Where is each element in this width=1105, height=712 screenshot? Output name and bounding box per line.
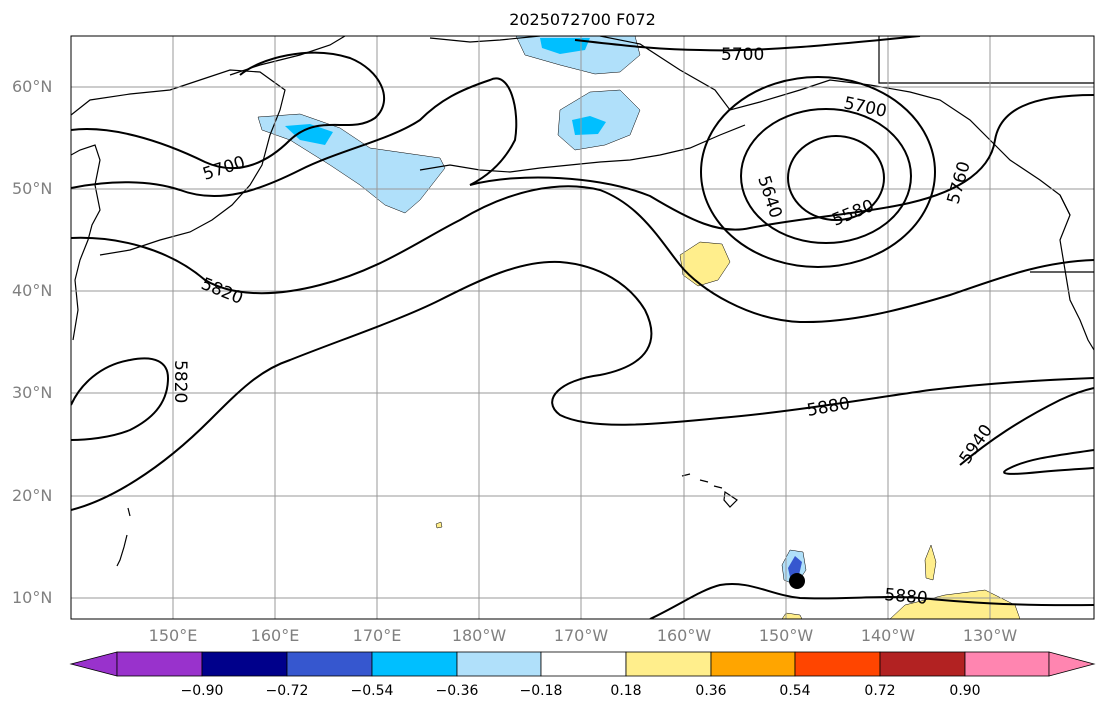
map-area: 5700 5700 5700 5580 5640 5760 5820 5820 …	[71, 36, 1094, 619]
contour-5820-west	[71, 185, 1094, 324]
contour-5580-low	[787, 135, 885, 221]
contour-5940-east	[959, 387, 1094, 466]
lon-label: 150°E	[148, 626, 198, 645]
contour-label: 5820	[170, 360, 190, 403]
contour-5760-west	[71, 77, 518, 198]
positive-anomaly-south-1	[924, 544, 937, 581]
colorbar-tick-label: −0.36	[435, 683, 479, 699]
coast-asia-west	[71, 144, 101, 341]
positive-anomaly-south-2	[889, 589, 1021, 619]
contour-5700-west	[71, 51, 386, 170]
colorbar-max-arrow	[1048, 651, 1096, 677]
colorbar-segment	[964, 651, 1050, 677]
map-title: 2025072700 F072	[509, 10, 656, 29]
colorbar-tick-label: 0.90	[949, 683, 981, 699]
negative-anomaly-north-core	[540, 38, 590, 54]
coastlines	[71, 36, 1094, 567]
coast-canada-border	[878, 36, 1094, 273]
lon-label: 160°E	[250, 626, 300, 645]
colorbar-segment	[201, 651, 288, 677]
negative-anomaly-west-core	[285, 124, 333, 145]
colorbar-segment	[710, 651, 796, 677]
colorbar-segment	[540, 651, 627, 677]
contour-5700-low	[700, 76, 936, 268]
coast-north-america	[1059, 194, 1094, 351]
lon-label: 140°W	[860, 626, 916, 645]
lat-label: 10°N	[12, 588, 53, 607]
colorbar-tick-label: −0.18	[519, 683, 563, 699]
lon-label: 180°W	[451, 626, 507, 645]
colorbar-tick-label: 0.72	[864, 683, 896, 699]
height-contours	[71, 36, 1094, 619]
contour-label: 5880	[884, 585, 929, 609]
contour-5640-low	[740, 108, 912, 244]
positive-anomaly-mid	[679, 241, 731, 287]
colorbar-tick-label: −0.54	[350, 683, 394, 699]
coast-alaska	[429, 36, 1071, 216]
contour-5880-main	[71, 260, 1094, 511]
positive-anomaly-dot	[435, 521, 443, 529]
colorbar-min-arrow	[69, 651, 118, 677]
storm-center-marker	[789, 573, 805, 589]
lon-label: 170°W	[553, 626, 609, 645]
colorbar-segment	[116, 651, 203, 677]
coast-hawaii	[681, 473, 738, 508]
map-frame	[70, 35, 1095, 620]
coast-aleutians	[419, 124, 746, 173]
colorbar-tick-label: 0.36	[695, 683, 727, 699]
lat-label: 40°N	[12, 281, 53, 300]
contour-5700-north	[574, 36, 921, 52]
coast-marianas	[116, 507, 131, 567]
lon-label: 170°E	[352, 626, 402, 645]
lon-label: 130°W	[962, 626, 1018, 645]
positive-anomaly-south-3	[781, 612, 803, 619]
colorbar-segment	[371, 651, 458, 677]
lat-label: 20°N	[12, 486, 53, 505]
anomaly-shading	[257, 36, 1021, 619]
colorbar-segment	[879, 651, 966, 677]
negative-anomaly-south-core	[788, 556, 802, 577]
colorbar-tick-label: −0.90	[180, 683, 224, 699]
lat-label: 60°N	[12, 77, 53, 96]
contour-5820-closed	[71, 357, 170, 441]
contour-5880-south	[649, 583, 1094, 619]
contour-label: 5700	[721, 45, 764, 65]
lon-label: 150°W	[758, 626, 814, 645]
colorbar-segment	[286, 651, 373, 677]
colorbar	[69, 651, 1096, 677]
colorbar-segment	[794, 651, 881, 677]
contour-5940-curl	[1003, 449, 1094, 475]
colorbar-tick-label: 0.54	[779, 683, 811, 699]
colorbar-tick-label: −0.72	[265, 683, 309, 699]
lat-label: 30°N	[12, 383, 53, 402]
colorbar-segment	[625, 651, 712, 677]
colorbar-segment	[456, 651, 542, 677]
lat-label: 50°N	[12, 179, 53, 198]
colorbar-tick-label: 0.18	[610, 683, 642, 699]
lon-label: 160°W	[656, 626, 712, 645]
